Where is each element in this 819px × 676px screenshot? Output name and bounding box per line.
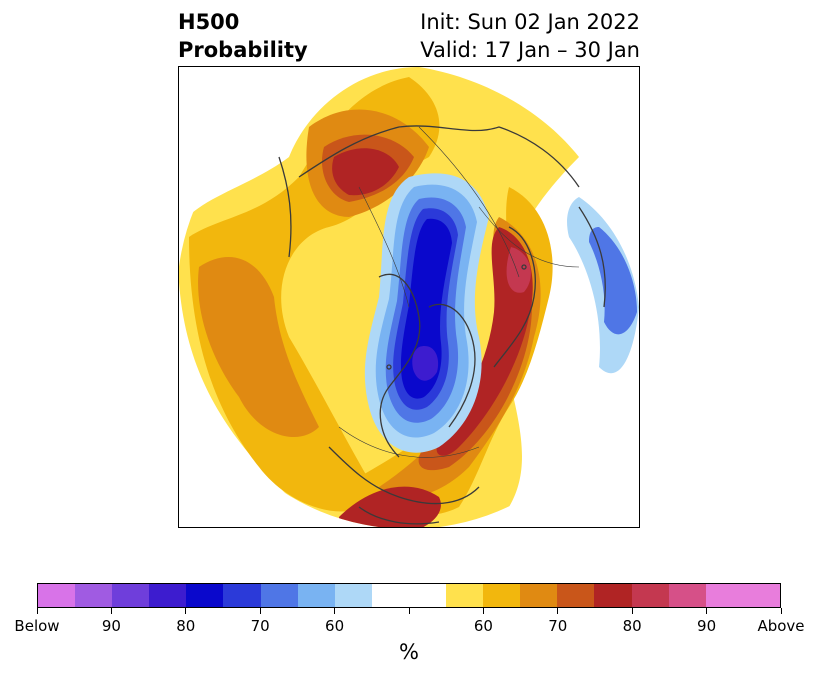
colorbar-segment [297, 584, 335, 607]
colorbar-tick-label: 80 [622, 617, 642, 635]
colorbar-tick [259, 608, 261, 614]
colorbar-tick [557, 608, 559, 614]
colorbar-tick [780, 608, 782, 614]
colorbar-segment [408, 584, 447, 607]
colorbar-tick [408, 608, 410, 614]
colorbar-tick [334, 608, 336, 614]
colorbar-tick-label: 90 [101, 617, 121, 635]
colorbar-tick-label: 60 [473, 617, 493, 635]
colorbar-segment [594, 584, 632, 607]
colorbar-tick-label: 80 [176, 617, 196, 635]
colorbar-tick-label: 70 [548, 617, 568, 635]
colorbar-segment [483, 584, 521, 607]
colorbar-segment [38, 584, 76, 607]
colorbar-segment [705, 584, 743, 607]
colorbar-segment [668, 584, 706, 607]
colorbar-segment [260, 584, 298, 607]
colorbar-segment [223, 584, 261, 607]
colorbar-tick-label: 90 [697, 617, 717, 635]
colorbar-segment [520, 584, 558, 607]
colorbar-tick-label: Above [757, 617, 805, 635]
map-title: H500 Probability [178, 8, 308, 64]
valid-range: Valid: 17 Jan – 30 Jan [420, 38, 640, 62]
colorbar-tick-label: 60 [325, 617, 345, 635]
borders [338, 126, 580, 458]
colorbar-segment [631, 584, 669, 607]
colorbar-unit: % [399, 640, 419, 664]
title-variable: H500 [178, 10, 240, 34]
colorbar-tick [110, 608, 112, 614]
probability-map [178, 66, 640, 528]
colorbar-tick [482, 608, 484, 614]
colorbar-segment [557, 584, 595, 607]
colorbar-segment [186, 584, 224, 607]
above-70-region [198, 257, 319, 437]
init-date: Init: Sun 02 Jan 2022 [420, 10, 640, 34]
above-85-region [506, 247, 531, 293]
colorbar-tick-label: 70 [250, 617, 270, 635]
colorbar-segment [75, 584, 113, 607]
colorbar-segment [334, 584, 372, 607]
colorbar-segment [742, 584, 780, 607]
colorbar-tick [185, 608, 187, 614]
colorbar-tick [631, 608, 633, 614]
colorbar-segment [446, 584, 484, 607]
colorbar-tick [706, 608, 708, 614]
colorbar [37, 583, 781, 608]
probability-field [179, 67, 639, 527]
below-85-region [412, 346, 439, 381]
colorbar-segment [371, 584, 409, 607]
colorbar-segment [112, 584, 150, 607]
map-dates: Init: Sun 02 Jan 2022 Valid: 17 Jan – 30… [420, 8, 640, 64]
colorbar-segment [149, 584, 187, 607]
title-product: Probability [178, 38, 308, 62]
colorbar-tick-label: Below [14, 617, 60, 635]
coastlines [278, 125, 606, 525]
map-canvas [179, 67, 639, 527]
colorbar-tick [36, 608, 38, 614]
above-80-region-asia [332, 148, 399, 196]
